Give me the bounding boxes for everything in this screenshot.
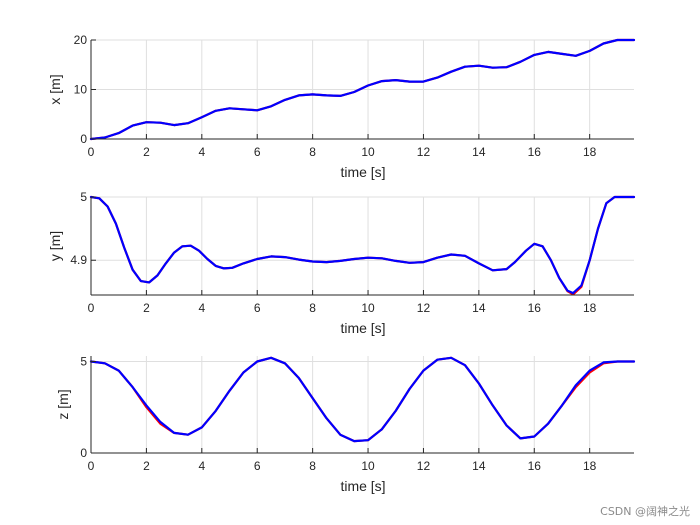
series-line-2 bbox=[89, 38, 636, 141]
y-tick-label: 5 bbox=[80, 354, 87, 368]
series-line-2 bbox=[89, 356, 636, 443]
x-tick-label: 2 bbox=[143, 459, 150, 473]
x-tick-label: 10 bbox=[361, 145, 375, 159]
x-tick-label: 12 bbox=[417, 301, 431, 315]
x-tick-label: 14 bbox=[472, 301, 486, 315]
y-tick-label: 0 bbox=[80, 132, 87, 146]
x-axis-label: time [s] bbox=[340, 478, 385, 494]
x-tick-label: 0 bbox=[88, 459, 95, 473]
x-tick-label: 16 bbox=[528, 459, 542, 473]
x-tick-label: 10 bbox=[361, 301, 375, 315]
x-tick-label: 4 bbox=[198, 145, 205, 159]
x-tick-label: 6 bbox=[254, 459, 261, 473]
x-tick-label: 8 bbox=[309, 301, 316, 315]
x-tick-label: 16 bbox=[528, 145, 542, 159]
x-tick-label: 18 bbox=[583, 301, 597, 315]
series-line-1 bbox=[89, 195, 636, 296]
x-tick-label: 6 bbox=[254, 145, 261, 159]
x-tick-label: 10 bbox=[361, 459, 375, 473]
y-tick-label: 0 bbox=[80, 446, 87, 460]
x-tick-label: 8 bbox=[309, 459, 316, 473]
subplot-3: 0 2 4 6 8 10 12 14 16 18 0 5 time [s] z [m] bbox=[55, 354, 636, 494]
watermark: CSDN @阔神之光 bbox=[600, 505, 690, 518]
y-axis-label: x [m] bbox=[47, 74, 63, 104]
x-tick-label: 2 bbox=[143, 301, 150, 315]
x-tick-label: 4 bbox=[198, 459, 205, 473]
x-tick-label: 14 bbox=[472, 145, 486, 159]
subplot-1: 0 2 4 6 8 10 12 14 16 18 0 10 20 time [s] x [m] bbox=[47, 33, 636, 180]
series-line-2 bbox=[89, 195, 636, 295]
x-tick-label: 14 bbox=[472, 459, 486, 473]
x-tick-label: 8 bbox=[309, 145, 316, 159]
y-axis-label: y [m] bbox=[47, 231, 63, 261]
y-tick-label: 4.9 bbox=[70, 253, 87, 267]
subplot-2: 0 2 4 6 8 10 12 14 16 18 4.9 5 time [s] y [m] bbox=[47, 190, 636, 336]
x-tick-label: 12 bbox=[417, 145, 431, 159]
x-tick-label: 12 bbox=[417, 459, 431, 473]
y-axis-label: z [m] bbox=[55, 389, 71, 419]
x-axis-label: time [s] bbox=[340, 320, 385, 336]
x-tick-label: 2 bbox=[143, 145, 150, 159]
x-tick-label: 0 bbox=[88, 145, 95, 159]
x-tick-label: 6 bbox=[254, 301, 261, 315]
x-axis-label: time [s] bbox=[340, 164, 385, 180]
y-tick-label: 20 bbox=[74, 33, 88, 47]
series-line-1 bbox=[89, 356, 636, 443]
x-tick-label: 4 bbox=[198, 301, 205, 315]
y-tick-label: 10 bbox=[74, 83, 88, 97]
x-tick-label: 0 bbox=[88, 301, 95, 315]
y-tick-label: 5 bbox=[80, 190, 87, 204]
x-tick-label: 18 bbox=[583, 459, 597, 473]
x-tick-label: 18 bbox=[583, 145, 597, 159]
x-tick-label: 16 bbox=[528, 301, 542, 315]
